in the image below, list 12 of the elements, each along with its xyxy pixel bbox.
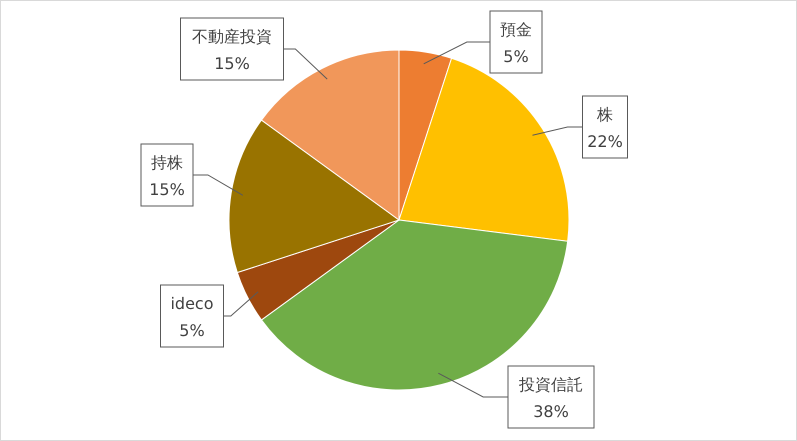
data-label: 22% [587,132,623,151]
data-label: 15% [149,180,185,199]
slice-label: ideco [170,294,214,313]
slice-label: 持株 [151,153,183,172]
data-label: 5% [503,47,529,66]
slice-label: 預金 [500,20,532,39]
data-label: 5% [179,321,205,340]
slice-label: 投資信託 [518,375,583,394]
slice-label: 株 [596,105,613,124]
data-label: 15% [214,54,250,73]
slice-label: 不動産投資 [192,27,272,46]
data-label: 38% [533,402,569,421]
